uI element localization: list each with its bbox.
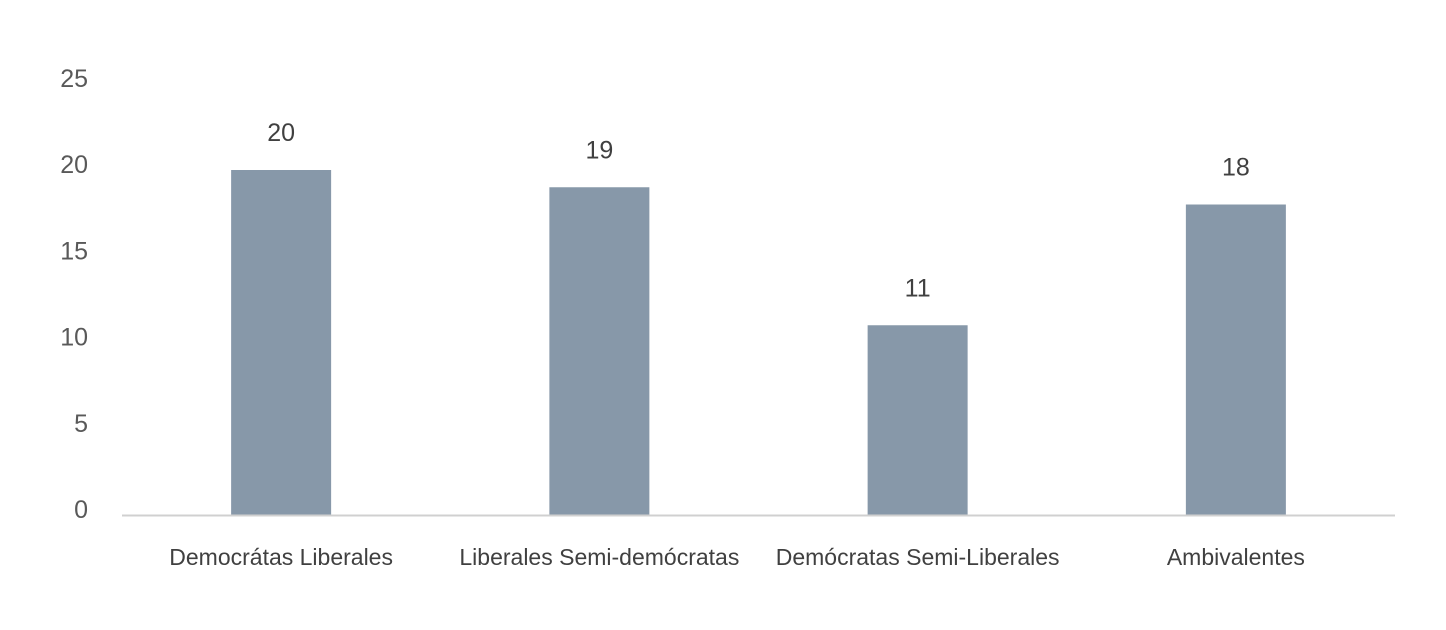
y-tick-label: 15 [60, 237, 88, 265]
y-tick-label: 25 [60, 65, 88, 93]
x-axis: Democrátas Liberales Liberales Semi-demóc… [169, 544, 1305, 570]
y-axis: 0 5 10 15 20 25 [60, 65, 88, 524]
x-category-label: Demócratas Semi-Liberales [776, 544, 1060, 570]
x-category-label: Ambivalentes [1167, 544, 1305, 570]
bar [867, 325, 968, 515]
bar [231, 170, 332, 515]
data-label: 20 [267, 119, 295, 147]
y-tick-label: 20 [60, 151, 88, 179]
data-label: 18 [1222, 154, 1250, 182]
y-tick-label: 5 [74, 410, 88, 438]
y-tick-label: 0 [74, 496, 88, 524]
bars [231, 170, 1286, 515]
data-labels: 20 19 11 18 [267, 119, 1250, 302]
data-label: 19 [585, 136, 613, 164]
x-category-label: Liberales Semi-demócratas [459, 544, 739, 570]
data-label: 11 [905, 274, 931, 302]
bar [549, 187, 650, 515]
x-category-label: Democrátas Liberales [169, 544, 393, 570]
bar [1185, 204, 1286, 515]
y-tick-label: 10 [60, 324, 88, 352]
